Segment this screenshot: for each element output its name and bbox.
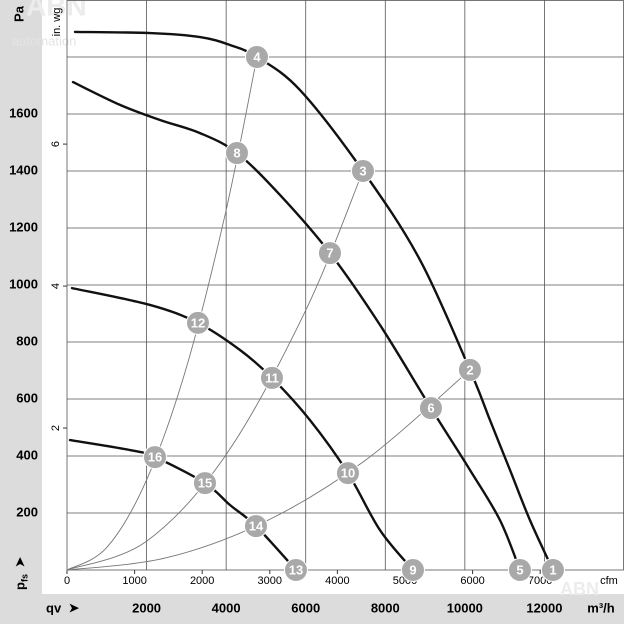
y-axis-title: Pa <box>11 5 26 22</box>
point-label: 5 <box>516 562 523 577</box>
point-label: 11 <box>265 370 279 385</box>
left-band <box>0 0 42 624</box>
operating-point <box>335 461 360 486</box>
point-label: 6 <box>427 401 434 416</box>
operating-point <box>259 365 284 390</box>
system-curve <box>66 170 364 571</box>
operating-point <box>457 357 482 382</box>
x-symbol: qv <box>46 600 62 615</box>
point-label: 9 <box>409 562 416 577</box>
x2-tick-label: 2000 <box>190 575 214 587</box>
y-tick-label: 800 <box>16 333 38 348</box>
point-label: 7 <box>326 246 333 261</box>
x-tick-label: 8000 <box>371 600 400 615</box>
operating-point <box>243 514 268 539</box>
x2-tick-label: 0 <box>64 575 70 587</box>
arrow: ➤ <box>68 600 80 616</box>
operating-point <box>143 445 168 470</box>
watermark: ABN <box>560 579 599 599</box>
y2-tick-label: 4 <box>50 283 62 289</box>
x2-tick-label: 1000 <box>122 575 146 587</box>
x2-tick-label: 4000 <box>325 575 349 587</box>
y2-tick-label: 2 <box>50 425 62 431</box>
y2-axis-title: in. wg <box>51 8 63 37</box>
system-curve <box>66 56 258 571</box>
x-tick-label: 10000 <box>447 600 483 615</box>
x-tick-label: 4000 <box>212 600 241 615</box>
point-label: 3 <box>359 163 366 178</box>
operating-point <box>400 558 425 582</box>
point-label: 1 <box>549 562 556 577</box>
x-tick-label: 12000 <box>526 600 562 615</box>
y-tick-label: 1200 <box>9 219 38 234</box>
operating-point <box>317 241 342 266</box>
fan-curve <box>71 80 522 572</box>
y2-tick-label: 6 <box>50 141 62 147</box>
point-label: 2 <box>466 362 473 377</box>
operating-point <box>185 310 210 335</box>
operating-point <box>350 159 375 183</box>
x2-tick-label: 3000 <box>258 575 282 587</box>
x2-axis-title: cfm <box>600 575 618 587</box>
point-label: 15 <box>198 476 212 491</box>
y-symbol-sub: fs <box>19 574 29 582</box>
x-tick-label: 6000 <box>291 600 320 615</box>
watermark: automation <box>12 33 76 48</box>
y-tick-label: 200 <box>16 504 38 519</box>
bottom-band <box>0 594 624 624</box>
x2-tick-label: 6000 <box>460 575 484 587</box>
operating-point <box>283 558 308 582</box>
arrow: ➤ <box>12 556 28 568</box>
point-label: 10 <box>341 466 355 481</box>
y-tick-label: 400 <box>16 447 38 462</box>
operating-point <box>540 558 565 582</box>
y-tick-label: 1000 <box>9 276 38 291</box>
operating-point <box>507 558 532 582</box>
x-axis-title: m³/h <box>587 600 615 615</box>
point-label: 14 <box>249 519 264 534</box>
point-label: 12 <box>191 315 205 330</box>
operating-point <box>224 141 249 166</box>
operating-point <box>418 396 443 421</box>
y-tick-label: 600 <box>16 390 38 405</box>
y-symbol: p fs ➤ <box>12 556 30 590</box>
y-tick-label: 1400 <box>9 162 38 177</box>
operating-point <box>244 45 269 69</box>
y-symbol-main: p <box>12 582 27 590</box>
point-label: 16 <box>148 450 162 465</box>
operating-point <box>192 471 217 496</box>
y-tick-label: 1600 <box>9 105 38 120</box>
watermark: ABN <box>26 0 87 21</box>
point-label: 13 <box>289 562 303 577</box>
x-tick-label: 2000 <box>132 600 161 615</box>
point-label: 4 <box>253 49 261 64</box>
point-label: 8 <box>233 145 240 160</box>
